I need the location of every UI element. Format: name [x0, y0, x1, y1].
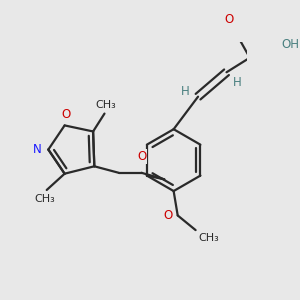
Text: CH₃: CH₃	[35, 194, 56, 204]
Text: OH: OH	[282, 38, 300, 51]
Text: H: H	[181, 85, 190, 98]
Text: O: O	[225, 13, 234, 26]
Text: O: O	[164, 209, 173, 222]
Text: N: N	[33, 143, 42, 156]
Text: O: O	[61, 108, 71, 121]
Text: CH₃: CH₃	[199, 233, 220, 243]
Text: O: O	[137, 150, 146, 163]
Text: CH₃: CH₃	[96, 100, 116, 110]
Text: H: H	[233, 76, 242, 89]
